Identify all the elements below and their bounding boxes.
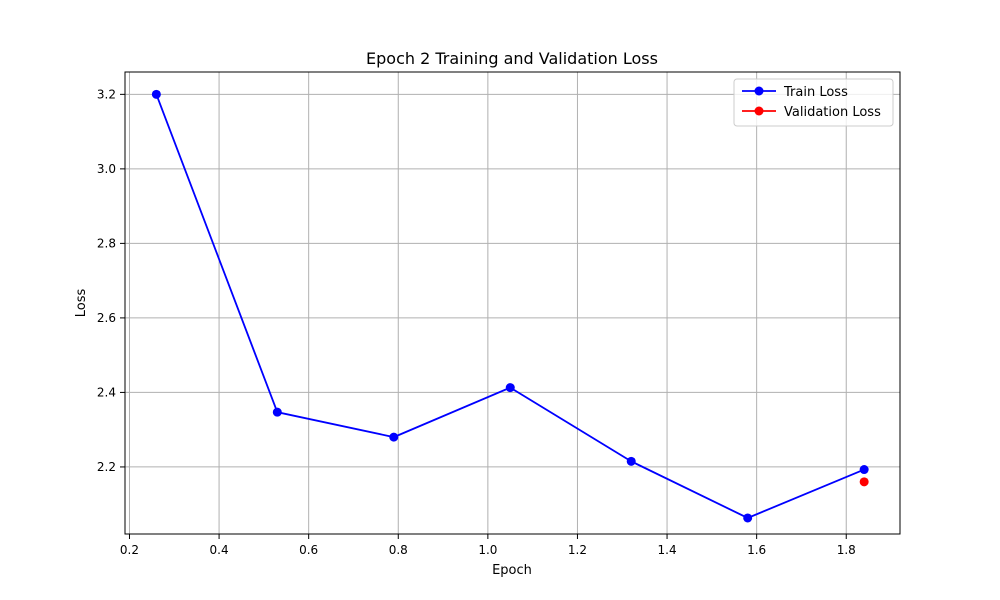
legend-item-train-loss: Train Loss bbox=[742, 85, 848, 100]
train-loss-point bbox=[626, 456, 636, 466]
train-loss-point bbox=[505, 383, 515, 393]
y-tick-label: 2.2 bbox=[97, 460, 116, 474]
plot-area-frame bbox=[124, 71, 901, 535]
legend: Train Loss Validation Loss bbox=[733, 78, 894, 127]
grid-lines bbox=[125, 72, 900, 534]
x-axis-label: Epoch bbox=[492, 563, 532, 578]
x-tick-label: 0.6 bbox=[299, 543, 318, 557]
chart-title: Epoch 2 Training and Validation Loss bbox=[366, 49, 658, 68]
y-tick-label: 2.6 bbox=[97, 311, 116, 325]
y-tick-label: 2.4 bbox=[97, 385, 116, 399]
train-loss-point bbox=[151, 89, 161, 99]
series-validation-loss bbox=[859, 477, 869, 487]
train-loss-point bbox=[743, 513, 753, 523]
train-loss-point bbox=[859, 465, 869, 475]
legend-item-validation-loss: Validation Loss bbox=[742, 105, 881, 120]
y-axis-label: Loss bbox=[74, 289, 89, 318]
y-axis: 2.2 2.4 2.6 2.8 3.0 3.2 bbox=[97, 87, 125, 474]
x-tick-label: 1.4 bbox=[658, 543, 677, 557]
legend-marker bbox=[754, 106, 764, 116]
series-layer bbox=[151, 89, 869, 523]
legend-label: Train Loss bbox=[783, 85, 848, 100]
x-tick-label: 1.6 bbox=[747, 543, 766, 557]
y-tick-label: 2.8 bbox=[97, 236, 116, 250]
series-train-loss bbox=[151, 89, 869, 523]
x-tick-label: 0.8 bbox=[389, 543, 408, 557]
x-tick-label: 1.2 bbox=[568, 543, 587, 557]
y-tick-label: 3.2 bbox=[97, 87, 116, 101]
x-tick-label: 0.2 bbox=[120, 543, 139, 557]
legend-label: Validation Loss bbox=[784, 105, 881, 120]
x-tick-label: 0.4 bbox=[210, 543, 229, 557]
train-loss-point bbox=[272, 407, 282, 417]
x-axis: 0.2 0.4 0.6 0.8 1.0 1.2 1.4 1.6 1.8 bbox=[120, 534, 856, 557]
train-loss-point bbox=[389, 432, 399, 442]
legend-marker bbox=[754, 86, 764, 96]
y-tick-label: 3.0 bbox=[97, 162, 116, 176]
x-tick-label: 1.0 bbox=[478, 543, 497, 557]
validation-loss-point bbox=[859, 477, 869, 487]
x-tick-label: 1.8 bbox=[837, 543, 856, 557]
